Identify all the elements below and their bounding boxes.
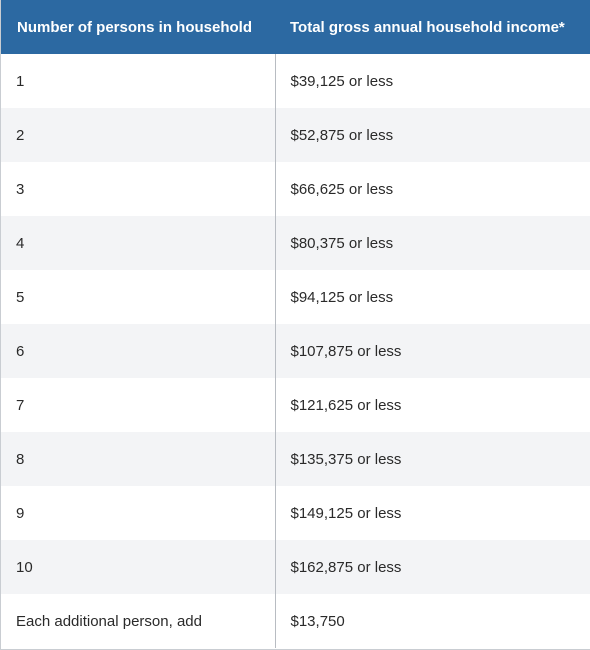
header-persons: Number of persons in household xyxy=(1,0,275,54)
income-cell: $107,875 or less xyxy=(274,324,590,378)
header-row: Number of persons in household Total gro… xyxy=(1,0,590,54)
table-row: 8 $135,375 or less xyxy=(1,432,590,486)
persons-cell: 4 xyxy=(1,216,275,270)
persons-cell: 1 xyxy=(1,54,275,108)
persons-cell: 7 xyxy=(1,378,275,432)
income-cell: $149,125 or less xyxy=(274,486,590,540)
table-row: 3 $66,625 or less xyxy=(1,162,590,216)
income-cell: $52,875 or less xyxy=(274,108,590,162)
persons-cell: 9 xyxy=(1,486,275,540)
income-cell: $13,750 xyxy=(274,594,590,648)
persons-cell: Each additional person, add xyxy=(1,594,275,648)
persons-cell: 5 xyxy=(1,270,275,324)
table-row: 4 $80,375 or less xyxy=(1,216,590,270)
income-cell: $94,125 or less xyxy=(274,270,590,324)
header-income: Total gross annual household income* xyxy=(275,0,590,54)
income-cell: $66,625 or less xyxy=(274,162,590,216)
income-cell: $121,625 or less xyxy=(274,378,590,432)
persons-cell: 10 xyxy=(1,540,275,594)
table-row: 9 $149,125 or less xyxy=(1,486,590,540)
persons-cell: 8 xyxy=(1,432,275,486)
table-row: 7 $121,625 or less xyxy=(1,378,590,432)
income-cell: $80,375 or less xyxy=(274,216,590,270)
table-header: Number of persons in household Total gro… xyxy=(1,0,590,54)
table-row: 6 $107,875 or less xyxy=(1,324,590,378)
table-row: Each additional person, add $13,750 xyxy=(1,594,590,648)
income-cell: $135,375 or less xyxy=(274,432,590,486)
income-cell: $39,125 or less xyxy=(274,54,590,108)
table-row: 10 $162,875 or less xyxy=(1,540,590,594)
persons-cell: 2 xyxy=(1,108,275,162)
table-row: 1 $39,125 or less xyxy=(1,54,590,108)
table-body: 1 $39,125 or less 2 $52,875 or less 3 $6… xyxy=(1,54,590,648)
income-cell: $162,875 or less xyxy=(274,540,590,594)
persons-cell: 3 xyxy=(1,162,275,216)
persons-cell: 6 xyxy=(1,324,275,378)
table-row: 5 $94,125 or less xyxy=(1,270,590,324)
table-row: 2 $52,875 or less xyxy=(1,108,590,162)
